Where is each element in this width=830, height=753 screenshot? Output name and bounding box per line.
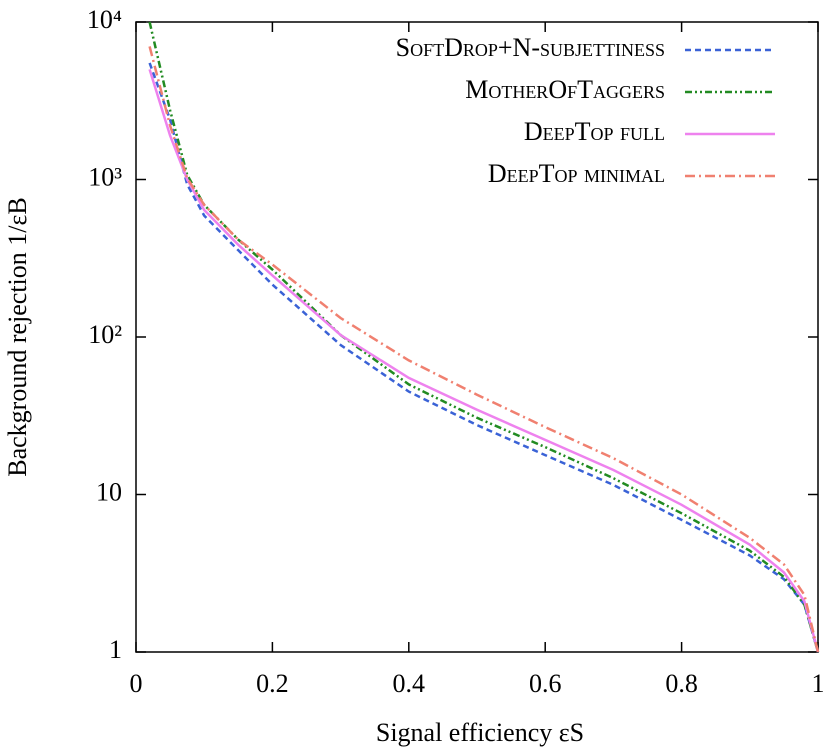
series-line	[148, 21, 820, 653]
plot-frame	[135, 21, 819, 653]
series-line	[148, 46, 820, 653]
series-line	[148, 62, 820, 653]
y-tick-label: 10	[96, 477, 122, 506]
x-tick-label: 0.4	[393, 669, 426, 698]
x-tick-label: 1	[812, 669, 825, 698]
y-axis-label: Background rejection 1/εB	[3, 197, 32, 477]
y-tick-label: 10³	[88, 162, 122, 191]
y-tick-label: 10⁴	[87, 5, 122, 34]
x-tick-label: 0.6	[529, 669, 562, 698]
legend-label: DeepTop full	[524, 117, 665, 146]
x-tick-label: 0	[130, 669, 143, 698]
series-line	[148, 69, 820, 653]
x-tick-label: 0.2	[256, 669, 289, 698]
legend-label: MotherOfTaggers	[465, 75, 665, 104]
y-tick-label: 1	[109, 635, 122, 664]
legend-label: SoftDrop+N-subjettiness	[396, 33, 665, 62]
x-axis-label: Signal efficiency εS	[376, 718, 584, 747]
x-tick-label: 0.8	[665, 669, 698, 698]
y-tick-label: 10²	[88, 320, 122, 349]
legend-label: DeepTop minimal	[488, 159, 665, 188]
